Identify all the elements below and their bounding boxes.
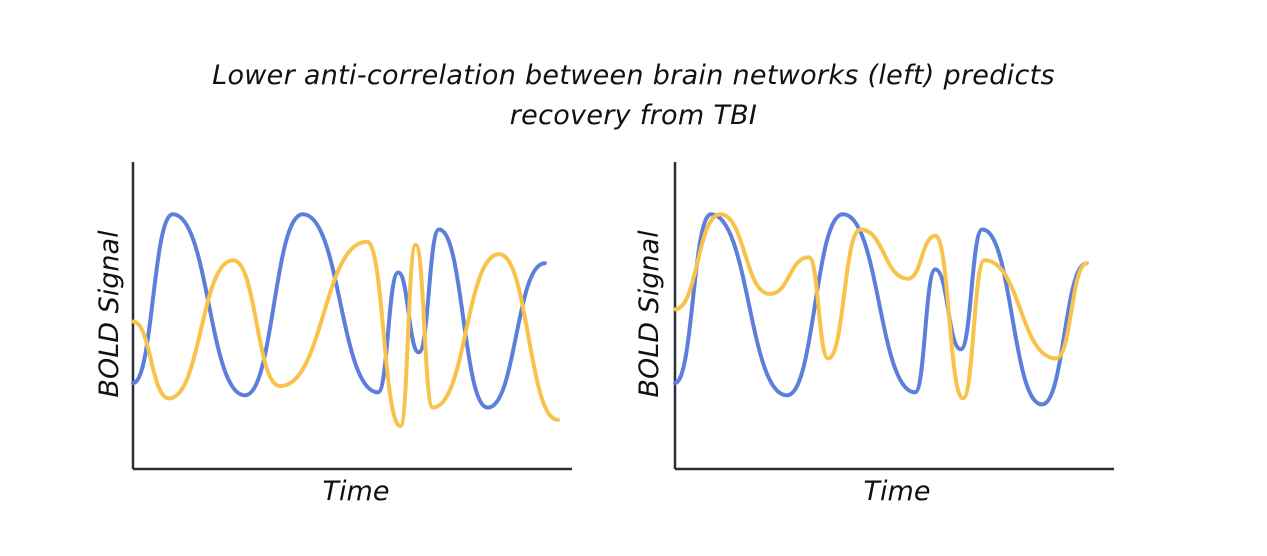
right-series-layer [673,212,1089,407]
chart-title-line-2: recovery from TBI [509,100,758,131]
left-panel: Time BOLD Signal [94,162,572,507]
left-series-layer [131,212,560,428]
left-series-orange-line [131,239,560,428]
chart-title-line-1: Lower anti-correlation between brain net… [212,60,1055,91]
left-series-blue-line [131,212,547,410]
right-x-axis-label: Time [864,476,931,507]
left-x-axis-label: Time [323,476,390,507]
left-y-axis-label: BOLD Signal [94,230,125,398]
right-series-blue-line [673,212,1089,407]
right-y-axis-label: BOLD Signal [634,230,665,398]
right-panel: Time BOLD Signal [634,162,1114,507]
right-series-orange-line [673,212,1089,401]
chart-title: Lower anti-correlation between brain net… [0,56,1267,136]
